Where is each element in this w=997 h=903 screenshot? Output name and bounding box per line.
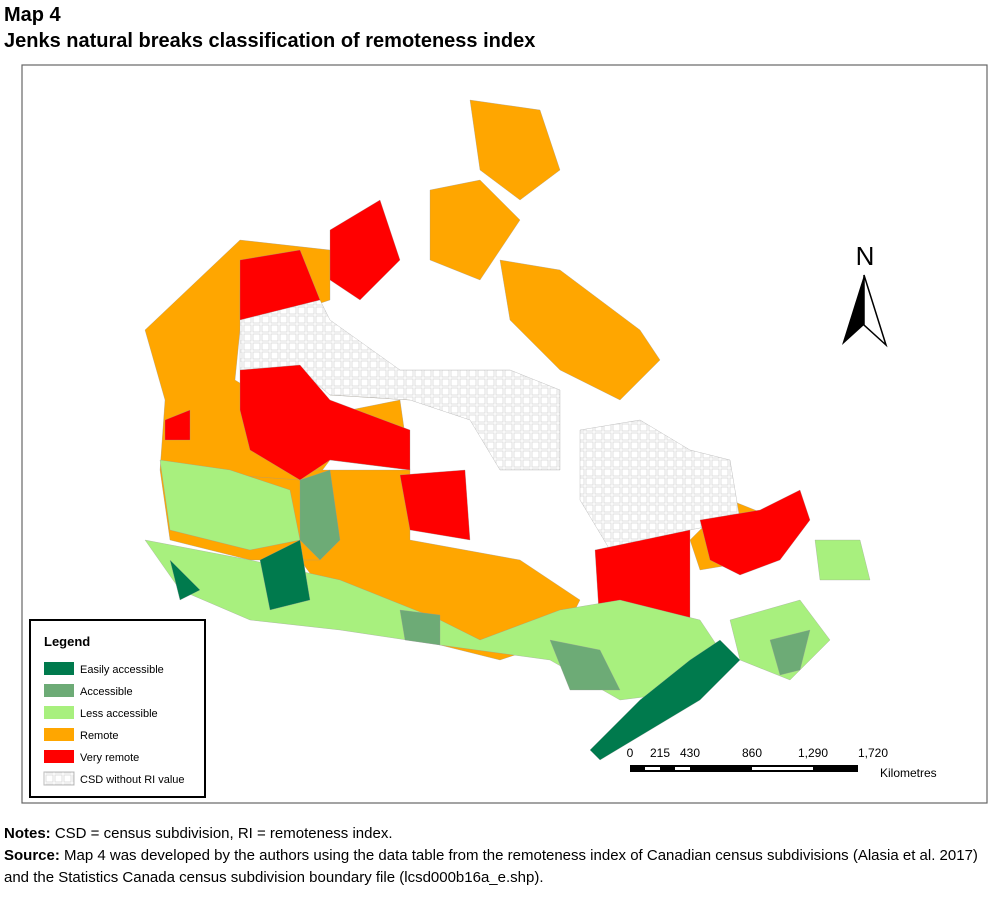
region: [769, 629, 811, 676]
source-text: Map 4 was developed by the authors using…: [4, 847, 978, 886]
legend-swatch: [44, 750, 74, 763]
scale-bar: 0 215 430 860 1,290 1,720 Kilometres: [627, 746, 937, 780]
region: [589, 639, 741, 761]
notes: Notes: CSD = census subdivision, RI = re…: [4, 823, 989, 845]
region: [299, 469, 341, 561]
region: [329, 199, 401, 301]
region: [814, 539, 871, 581]
scale-label: 1,720: [858, 746, 888, 760]
scale-label: 860: [742, 746, 762, 760]
map: N 0 215 430 860 1,290 1,720 Kilometres Legend …: [21, 64, 988, 804]
legend-label: Remote: [80, 730, 119, 742]
legend-label: Less accessible: [80, 708, 158, 720]
region: [469, 99, 561, 201]
legend-label: Easily accessible: [80, 664, 164, 676]
region: [239, 364, 411, 481]
region: [429, 179, 521, 281]
legend-label: Accessible: [80, 686, 133, 698]
region: [499, 259, 661, 401]
legend-swatch: [44, 706, 74, 719]
source-label: Source:: [4, 847, 60, 864]
legend: Legend Easily accessible Accessible Less a…: [29, 619, 206, 798]
notes-label: Notes:: [4, 825, 51, 842]
region: [549, 639, 621, 691]
notes-text: CSD = census subdivision, RI = remotenes…: [50, 825, 393, 842]
north-label: N: [856, 241, 875, 271]
map-title: Map 4: [4, 4, 61, 26]
scale-label: 215: [650, 746, 670, 760]
region: [169, 559, 201, 601]
scale-label: 0: [627, 746, 634, 760]
region: [239, 249, 321, 321]
region: [259, 539, 311, 611]
legend-label: CSD without RI value: [80, 774, 185, 786]
north-arrow: N: [842, 241, 888, 348]
region: [164, 409, 191, 441]
source: Source: Map 4 was developed by the autho…: [4, 845, 989, 889]
scale-label: 1,290: [798, 746, 828, 760]
scale-unit: Kilometres: [880, 766, 937, 780]
map-subtitle: Jenks natural breaks classification of r…: [4, 30, 536, 52]
legend-swatch: [43, 771, 75, 786]
legend-swatch: [44, 684, 74, 697]
legend-label: Very remote: [80, 752, 139, 764]
region: [399, 609, 441, 646]
legend-title: Legend: [44, 634, 90, 649]
region: [699, 489, 811, 576]
legend-swatch: [44, 662, 74, 675]
scale-label: 430: [680, 746, 700, 760]
region: [399, 469, 471, 541]
legend-swatch: [44, 728, 74, 741]
